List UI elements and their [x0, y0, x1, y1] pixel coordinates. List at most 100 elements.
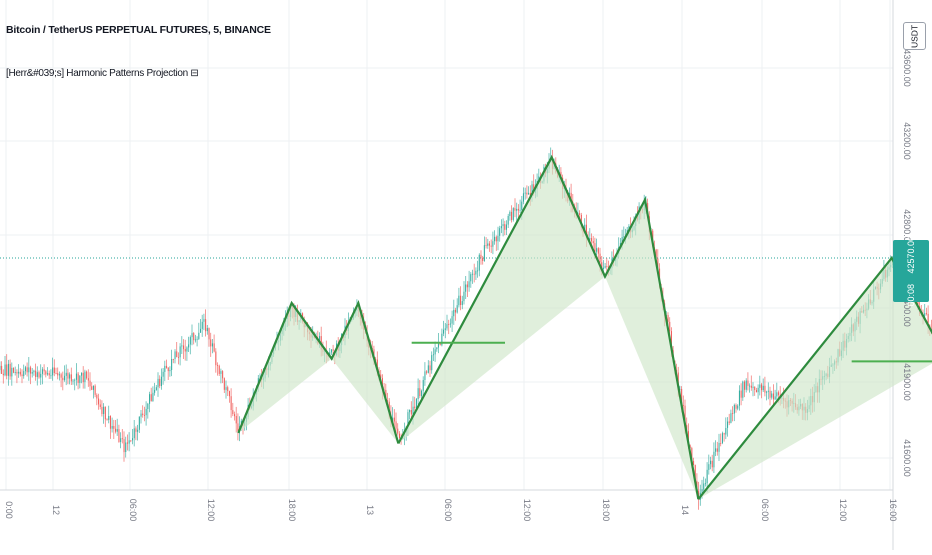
- candle-body: [120, 438, 122, 442]
- candle-body: [74, 379, 76, 381]
- candle-body: [465, 284, 467, 292]
- candle-body: [186, 347, 188, 352]
- candle-body: [424, 371, 426, 380]
- candle-body: [220, 371, 222, 374]
- candle-body: [727, 421, 729, 428]
- candle-body: [667, 315, 669, 322]
- candle-body: [393, 417, 395, 422]
- candle-body: [453, 309, 455, 317]
- candle-body: [769, 390, 771, 398]
- candle-body: [694, 465, 696, 482]
- candle-body: [485, 245, 487, 246]
- candle-body: [733, 405, 735, 414]
- currency-button[interactable]: USDT: [903, 22, 926, 50]
- candle-body: [7, 363, 9, 376]
- candle-body: [208, 328, 210, 340]
- candle-body: [767, 390, 769, 392]
- candle-body: [477, 270, 479, 272]
- candle-body: [774, 396, 776, 400]
- candle-body: [159, 378, 161, 387]
- candle-body: [145, 408, 147, 416]
- candle-body: [222, 371, 224, 379]
- candle-body: [732, 413, 734, 414]
- candle-body: [69, 374, 71, 379]
- candle-body: [135, 428, 137, 432]
- candle-body: [157, 378, 159, 388]
- candle-body: [227, 387, 229, 392]
- candle-body: [704, 483, 706, 485]
- candle-body: [55, 373, 57, 374]
- candle-body: [596, 248, 598, 252]
- candle-body: [471, 273, 473, 275]
- candle-body: [70, 374, 72, 382]
- candle-body: [410, 410, 412, 415]
- candle-body: [181, 345, 183, 347]
- candle-body: [925, 313, 927, 314]
- pattern-fill: [698, 258, 932, 500]
- candle-body: [509, 211, 511, 216]
- candle-body: [480, 254, 482, 258]
- last-price-value: 42570.00: [906, 235, 916, 274]
- candle-body: [118, 429, 120, 442]
- candle-body: [211, 343, 213, 347]
- candle-body: [1, 365, 3, 374]
- candle-body: [94, 385, 96, 395]
- candle-body: [103, 406, 105, 414]
- candle-body: [203, 319, 205, 322]
- candle-body: [772, 393, 774, 400]
- time-axis-label: 0:00: [4, 501, 14, 519]
- symbol-title[interactable]: Bitcoin / TetherUS PERPETUAL FUTURES, 5,…: [6, 24, 271, 36]
- candle-body: [429, 365, 431, 371]
- candle-body: [169, 370, 171, 372]
- candle-body: [75, 373, 77, 380]
- candle-body: [735, 405, 737, 409]
- candle-body: [755, 390, 757, 393]
- candle-body: [757, 387, 759, 393]
- pattern-line: [697, 256, 932, 500]
- candle-body: [376, 359, 378, 371]
- time-axis-label: 12:00: [522, 499, 532, 522]
- candle-body: [689, 445, 691, 449]
- time-axis-label: 16:00: [888, 499, 898, 522]
- candle-body: [778, 392, 780, 395]
- candle-body: [720, 443, 722, 444]
- candle-body: [171, 359, 173, 370]
- pattern-fill: [398, 157, 605, 444]
- candle-body: [623, 236, 625, 238]
- candle-body: [232, 410, 234, 415]
- candle-body: [529, 192, 531, 196]
- candle-body: [6, 364, 8, 376]
- candle-body: [528, 192, 530, 195]
- time-axis-label: 14: [680, 505, 690, 515]
- candle-body: [11, 367, 13, 377]
- candle-body: [521, 201, 523, 210]
- candle-body: [91, 386, 93, 390]
- candle-body: [133, 428, 135, 439]
- candle-body: [427, 365, 429, 373]
- candle-body: [458, 295, 460, 306]
- price-axis-label: 41600.00: [902, 439, 912, 477]
- candle-body: [589, 238, 591, 240]
- candle-body: [200, 328, 202, 333]
- candle-body: [597, 248, 599, 254]
- candle-body: [86, 371, 88, 379]
- candle-body: [104, 406, 106, 420]
- candle-body: [205, 319, 207, 332]
- candle-body: [417, 388, 419, 400]
- candle-body: [591, 238, 593, 242]
- candle-body: [188, 344, 190, 348]
- candle-body: [448, 324, 450, 325]
- indicator-label[interactable]: [Herr&#039;s] Harmonic Patterns Projecti…: [6, 68, 199, 79]
- pattern-line: [397, 154, 700, 500]
- candle-body: [52, 367, 54, 376]
- candle-body: [505, 224, 507, 230]
- candle-body: [759, 384, 761, 388]
- candle-body: [24, 367, 26, 372]
- candle-body: [0, 365, 1, 371]
- candle-body: [750, 385, 752, 388]
- candle-body: [225, 387, 227, 390]
- candle-body: [92, 385, 94, 390]
- candle-body: [397, 428, 399, 434]
